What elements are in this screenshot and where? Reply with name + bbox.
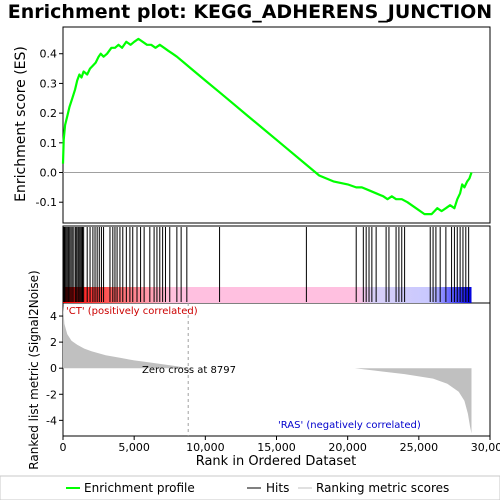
metric-y-tick-label: -2	[46, 388, 57, 401]
zero-cross-label: Zero cross at 8797	[142, 365, 236, 376]
x-tick-label: 10,000	[186, 441, 225, 454]
es-y-tick-label: 0.0	[40, 167, 58, 180]
es-y-tick-label: 0.4	[40, 48, 58, 61]
es-y-tick-label: 0.3	[40, 77, 58, 90]
hit-marks	[62, 227, 470, 302]
x-tick-label: 20,000	[328, 441, 367, 454]
metric-y-axis-label: Ranked list metric (Signal2Noise)	[27, 270, 41, 469]
x-tick-label: 30,000	[471, 441, 500, 454]
es-y-axis: -0.1 0.0 0.1 0.2 0.3 0.4	[36, 48, 63, 209]
metric-y-tick-label: 4	[50, 310, 57, 323]
chart-title: Enrichment plot: KEGG_ADHERENS_JUNCTION	[8, 1, 492, 23]
x-tick-label: 25,000	[400, 441, 439, 454]
negative-correlation-label: 'RAS' (negatively correlated)	[278, 420, 421, 431]
metric-y-axis: -4 -2 0 2 4	[46, 310, 63, 427]
legend-metric-label: Ranking metric scores	[316, 481, 449, 495]
x-axis-label: Rank in Ordered Dataset	[196, 454, 357, 469]
positive-correlation-label: 'CT' (positively correlated)	[66, 306, 198, 317]
es-panel-frame	[62, 26, 491, 224]
legend-profile-label: Enrichment profile	[84, 481, 195, 495]
es-y-axis-label: Enrichment score (ES)	[13, 46, 29, 202]
legend-hits-label: Hits	[266, 481, 289, 495]
metric-y-tick-label: 2	[50, 336, 57, 349]
correlation-heat-band	[63, 287, 472, 303]
es-y-tick-label: -0.1	[36, 196, 57, 209]
metric-y-tick-label: -4	[46, 414, 57, 427]
enrichment-profile-series	[61, 37, 473, 216]
ranked-metric-area	[63, 303, 472, 436]
ranked-metric-fill	[63, 305, 472, 434]
metric-y-tick-label: 0	[50, 362, 57, 375]
x-tick-label: 15,000	[257, 441, 296, 454]
x-tick-label: 0	[60, 441, 67, 454]
legend: Enrichment profile Hits Ranking metric s…	[0, 475, 500, 500]
x-tick-label: 5,000	[118, 441, 150, 454]
correlation-band-rect	[63, 287, 472, 303]
enrichment-profile-line	[61, 37, 473, 216]
x-axis: 0 5,000 10,000 15,000 20,000 25,000 30,000	[60, 436, 500, 454]
es-y-tick-label: 0.2	[40, 107, 58, 120]
es-y-tick-label: 0.1	[40, 137, 58, 150]
